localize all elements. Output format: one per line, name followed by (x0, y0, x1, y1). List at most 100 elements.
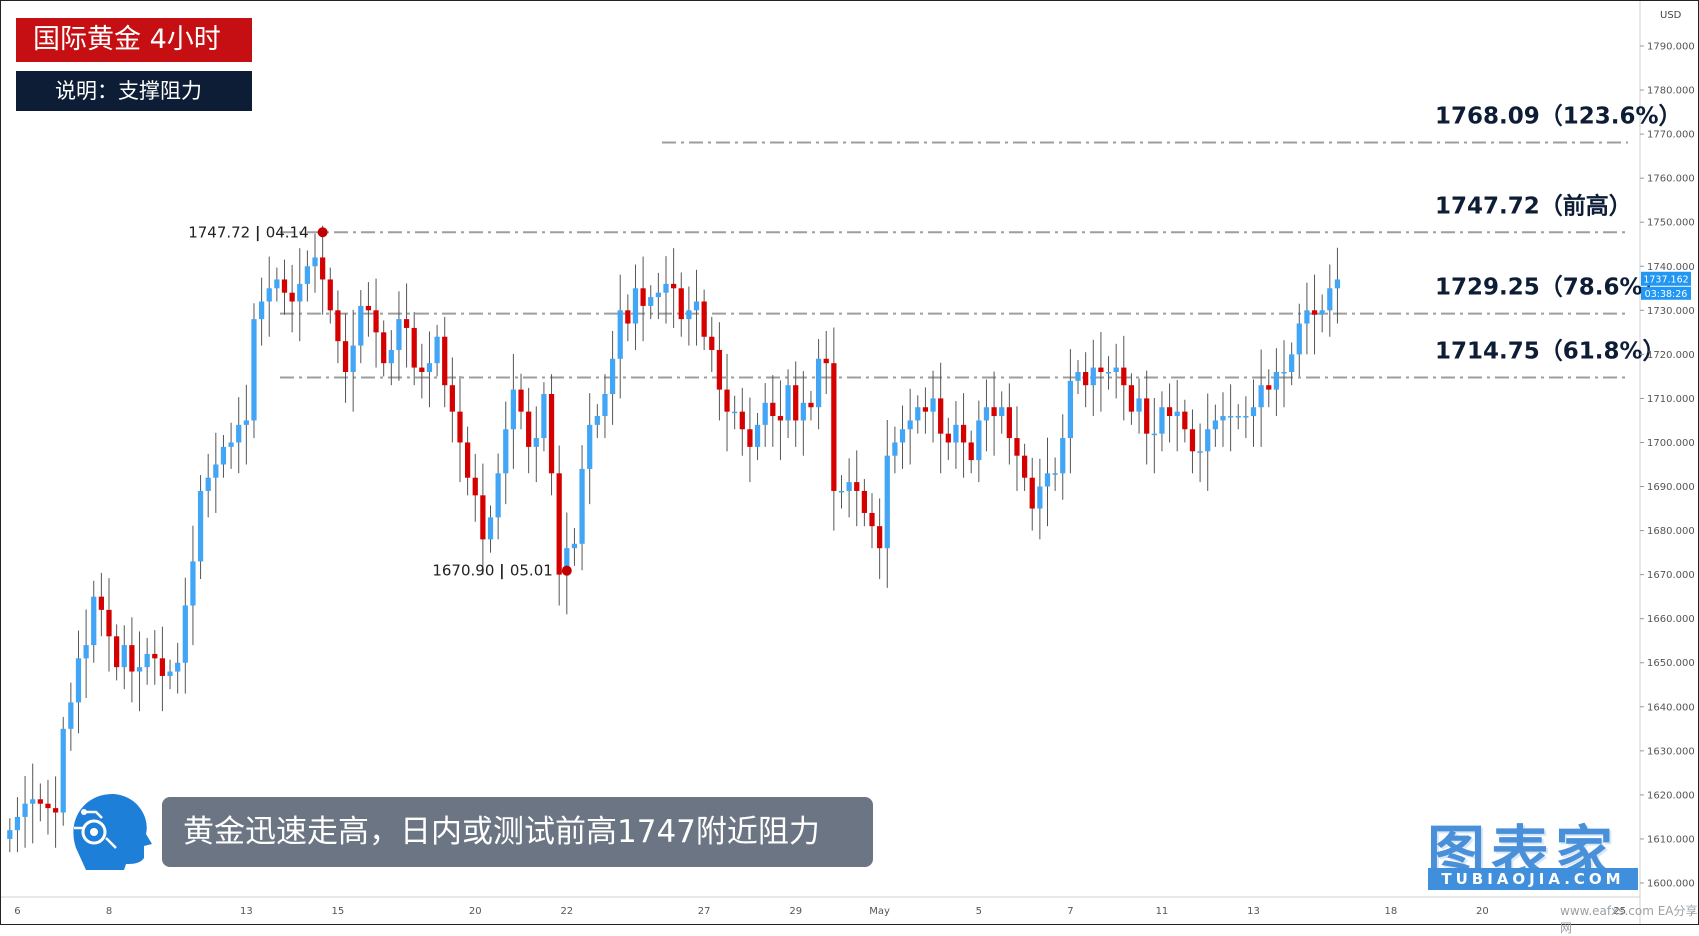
candle (663, 256, 669, 324)
candle-body (960, 424, 967, 443)
x-tick-label: 11 (1156, 906, 1169, 917)
candle (159, 626, 166, 712)
candle-body (877, 526, 883, 549)
candle (686, 286, 692, 346)
candle-body (274, 279, 280, 289)
candle (1174, 379, 1180, 452)
candle-body (1205, 429, 1211, 452)
candle-body (709, 336, 715, 350)
candle (1044, 437, 1051, 527)
candle (60, 716, 66, 826)
y-tick-label: 1650.000 (1647, 658, 1695, 669)
candle-body (121, 645, 127, 668)
candle (152, 630, 158, 685)
candle-body (541, 394, 547, 439)
marker-label: 1747.72 | 04.14 (188, 223, 308, 242)
candle (899, 405, 906, 469)
x-tick-label: 13 (240, 906, 253, 917)
candle-body (312, 257, 318, 267)
candle-body (869, 512, 875, 527)
candles (7, 225, 1341, 853)
candle-body (976, 420, 982, 461)
candle (190, 525, 196, 646)
candle (1250, 379, 1257, 447)
candle-body (808, 402, 814, 408)
candle (739, 387, 745, 456)
candle (442, 316, 448, 408)
candle-body (197, 490, 204, 562)
candle (1289, 342, 1295, 386)
candle (136, 631, 143, 712)
candle (388, 330, 394, 386)
candle-body (1044, 473, 1051, 487)
candle (808, 390, 814, 421)
candle (678, 272, 684, 337)
marker-date: 05.01 (510, 562, 553, 580)
candle-body (1289, 354, 1295, 372)
candle-body (831, 363, 837, 491)
candle (983, 379, 990, 452)
marker-date: 04.14 (266, 223, 309, 241)
candle (381, 320, 387, 377)
candle (350, 309, 356, 412)
candle (411, 312, 417, 386)
candle-body (762, 402, 768, 425)
candle (403, 283, 410, 368)
candle-body (938, 398, 944, 434)
price-axis[interactable]: USD 1790.000 1780.000 1770.000 1760.000 1750.… (1640, 10, 1695, 890)
candle-body (892, 442, 898, 456)
candle (930, 370, 936, 443)
candle (1166, 383, 1173, 443)
candle (52, 776, 59, 848)
candle-body (732, 411, 738, 414)
candle (579, 445, 585, 571)
candle-body (30, 799, 36, 804)
x-tick-label: 7 (1067, 906, 1073, 917)
candle (594, 404, 600, 439)
candle-body (823, 358, 829, 364)
candle-body (701, 301, 707, 337)
candle-body (419, 367, 425, 372)
candle-body (1197, 451, 1203, 453)
y-tick-label: 1710.000 (1647, 394, 1695, 405)
candle (121, 625, 127, 690)
candle (503, 401, 509, 505)
candle (144, 638, 150, 685)
assistant-avatar-icon (66, 788, 152, 870)
candle-body (327, 279, 333, 311)
level-label: 1768.09（123.6%） (1435, 103, 1682, 130)
candle (968, 430, 974, 474)
candle-body (449, 385, 455, 412)
candle-body (953, 424, 959, 443)
candle (129, 617, 135, 703)
candle-body (106, 609, 112, 637)
candle (98, 572, 104, 637)
chart-subtitle: 说明：支撑阻力 (16, 71, 252, 111)
candle (526, 387, 532, 474)
candle (1037, 458, 1043, 540)
currency-label: USD (1660, 10, 1682, 21)
candle-body (1212, 420, 1218, 430)
candle (266, 256, 272, 337)
candle (1197, 423, 1203, 483)
candle-body (1083, 371, 1089, 386)
marker-price: 1747.72 (188, 223, 255, 241)
candle-body (930, 398, 936, 412)
candle-body (1258, 385, 1264, 408)
candle (960, 393, 967, 478)
candle (1304, 282, 1310, 355)
candle-body (45, 803, 51, 809)
candle-body (747, 429, 753, 447)
candle-body (1182, 411, 1188, 430)
candle-body (1136, 398, 1142, 412)
candle (312, 233, 318, 293)
x-tick-label: 20 (1476, 906, 1489, 917)
candle (602, 374, 608, 439)
level-lines: 1768.09（123.6%） 1747.72（前高） 1729.25（78.6%）… (280, 103, 1682, 379)
time-axis[interactable]: 6 8 13 15 20 22 27 29 May 5 7 11 13 18 20 25 (14, 906, 1626, 917)
y-tick-label: 1740.000 (1647, 262, 1695, 273)
candle-body (213, 464, 219, 478)
candle (1098, 331, 1104, 412)
candle (762, 383, 768, 447)
